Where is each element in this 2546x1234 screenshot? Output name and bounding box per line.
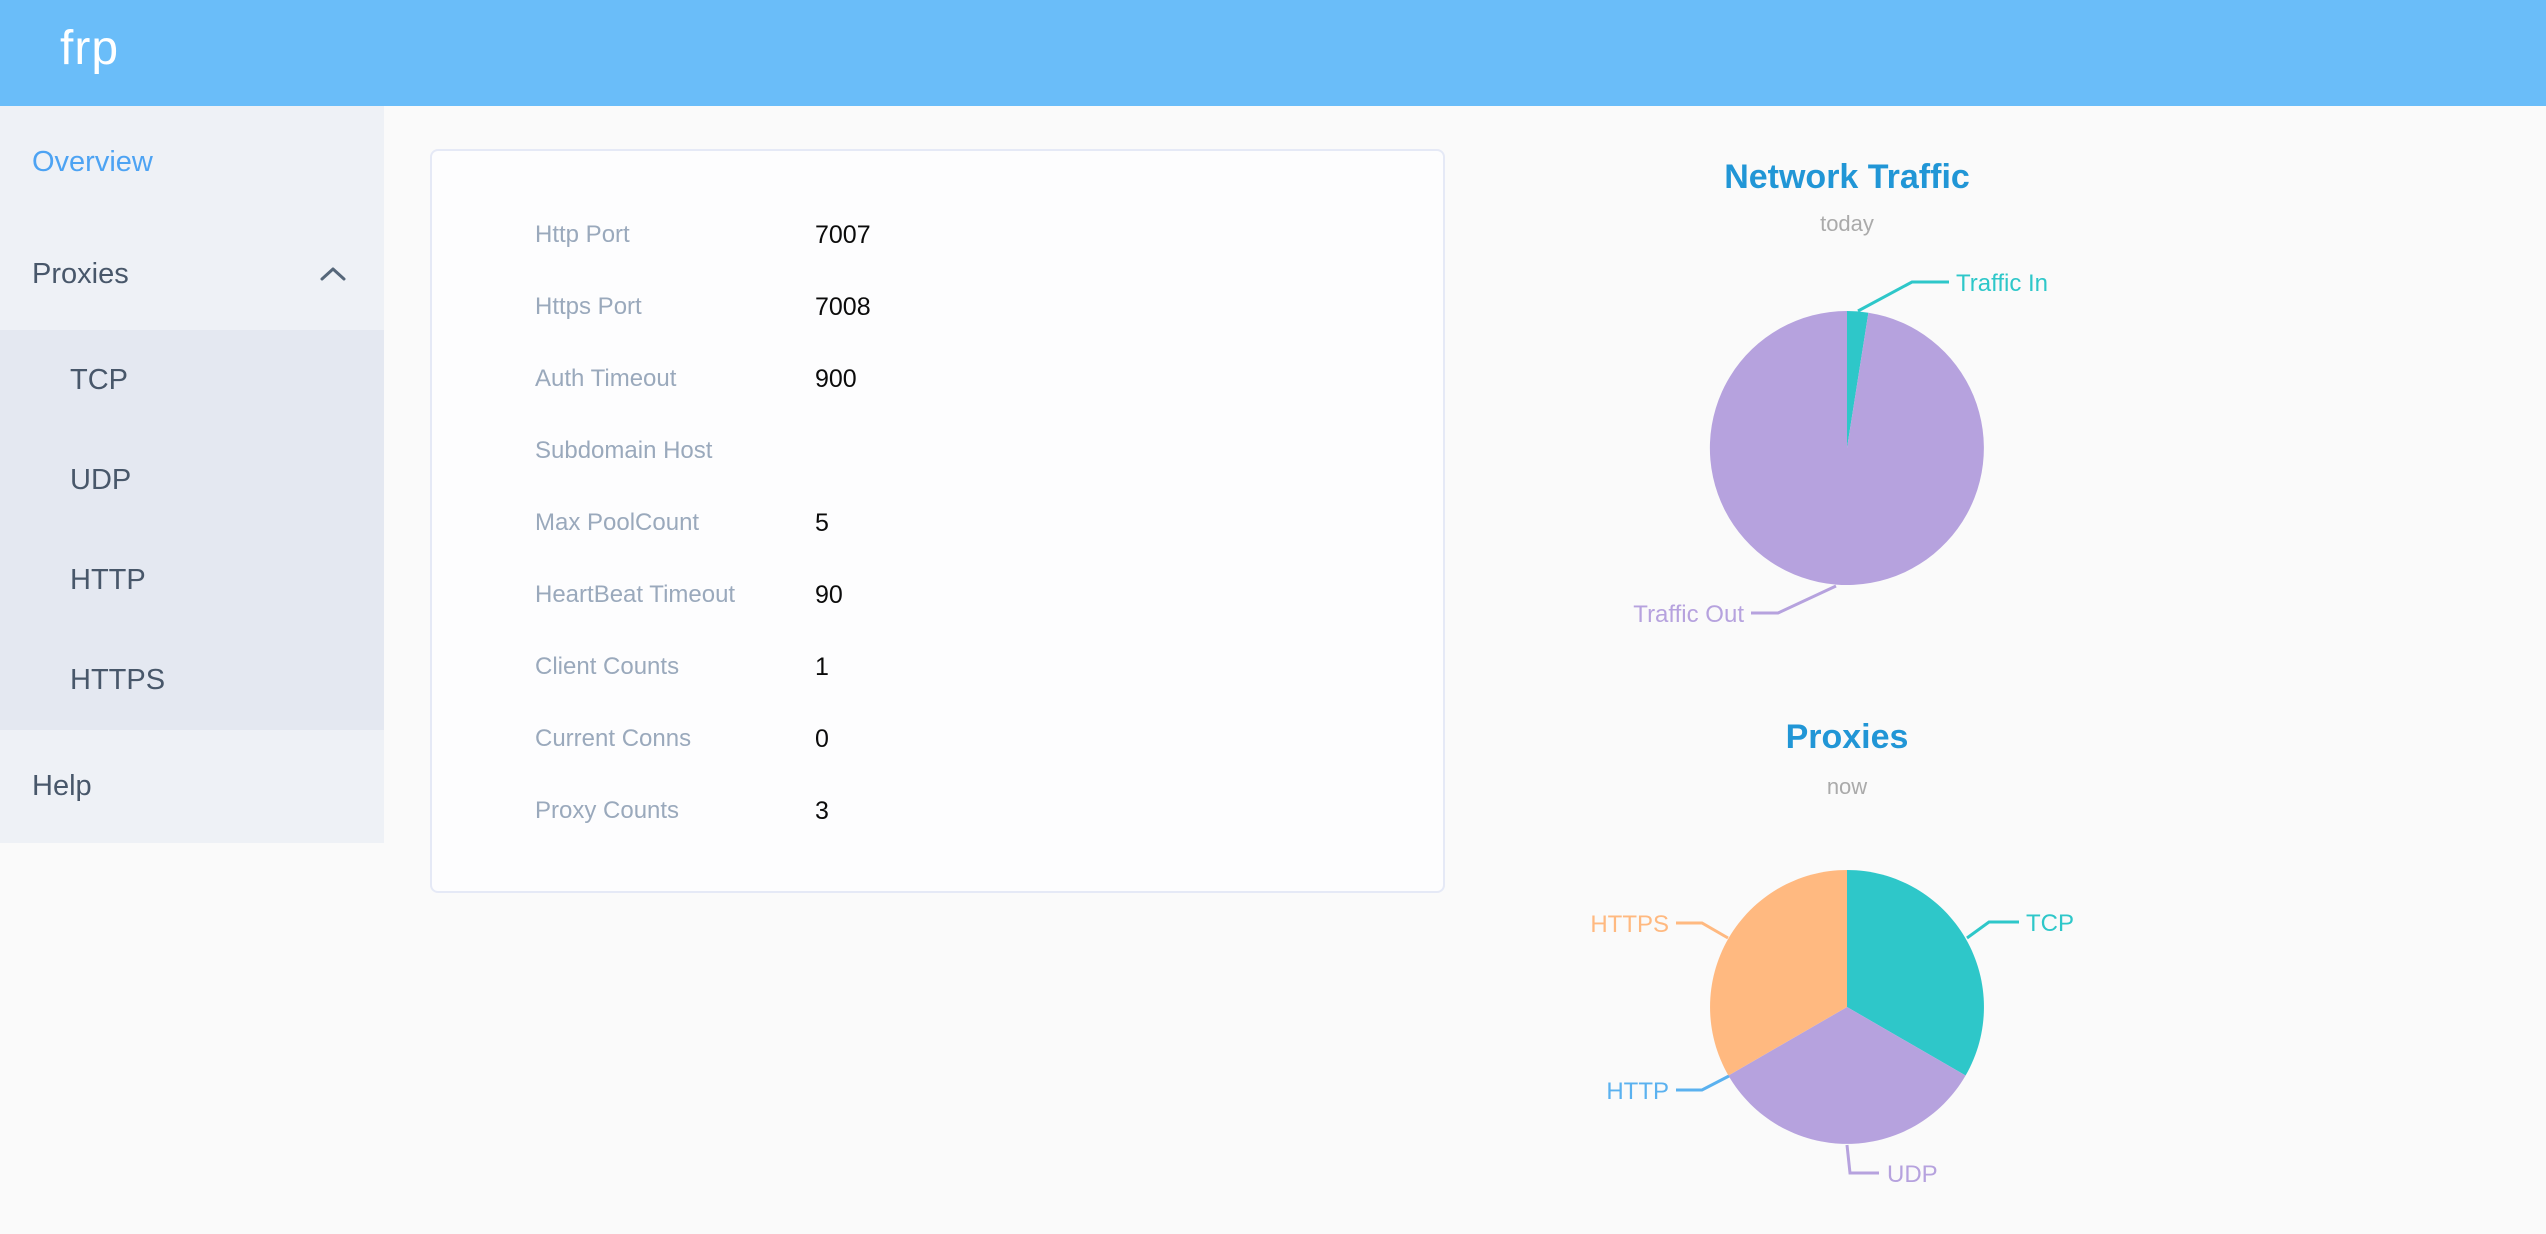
info-label: HeartBeat Timeout xyxy=(535,581,736,608)
info-row-client-counts: Client Counts 1 xyxy=(432,631,1443,703)
pie-label-udp: UDP xyxy=(1887,1161,1938,1188)
sidebar-item-tcp[interactable]: TCP xyxy=(0,330,384,430)
sidebar-item-udp-label: UDP xyxy=(70,463,132,496)
pie-label-https: HTTPS xyxy=(1590,911,1669,938)
pie-label-tcp: TCP xyxy=(2026,910,2074,937)
sidebar-item-overview-label: Overview xyxy=(32,145,153,178)
pie-label-line-https xyxy=(1676,921,1729,940)
info-value: 90 xyxy=(815,580,843,609)
info-label: Subdomain Host xyxy=(535,437,713,464)
pie-label-traffic-out: Traffic Out xyxy=(1633,601,1744,628)
info-value: 1 xyxy=(815,652,829,681)
info-label: Http Port xyxy=(535,221,630,248)
info-value: 5 xyxy=(815,508,829,537)
info-value: 3 xyxy=(815,796,829,825)
pie-label-line-http xyxy=(1676,1074,1730,1092)
sidebar-item-overview[interactable]: Overview xyxy=(0,106,384,218)
proxies-chart-subtitle: now xyxy=(1827,774,1867,799)
pie-label-line-traffic-out xyxy=(1751,584,1837,615)
pie-label-traffic-in: Traffic In xyxy=(1956,270,2048,297)
pie-slice-tcp[interactable] xyxy=(1847,870,1984,1076)
proxies-chart-title: Proxies xyxy=(1786,718,1909,756)
info-row-proxy-counts: Proxy Counts 3 xyxy=(432,775,1443,847)
proxies-chart: Proxies now TCP UDP HTTP HTTPS xyxy=(1590,718,2074,1188)
sidebar-item-https-label: HTTPS xyxy=(70,663,166,696)
proxies-submenu: TCP UDP HTTP HTTPS xyxy=(0,330,384,730)
sidebar-item-help[interactable]: Help xyxy=(0,730,384,842)
network-traffic-chart-title: Network Traffic xyxy=(1724,158,1970,196)
info-row-http-port: Http Port 7007 xyxy=(432,199,1443,271)
sidebar-item-http[interactable]: HTTP xyxy=(0,530,384,630)
info-label: Client Counts xyxy=(535,653,680,680)
pie-slice-traffic-out[interactable] xyxy=(1709,310,1984,585)
sidebar-item-http-label: HTTP xyxy=(70,563,146,596)
sidebar-item-tcp-label: TCP xyxy=(70,363,128,396)
info-row-https-port: Https Port 7008 xyxy=(432,271,1443,343)
app-logo: frp xyxy=(60,22,120,75)
sidebar-item-udp[interactable]: UDP xyxy=(0,430,384,530)
info-row-auth-timeout: Auth Timeout 900 xyxy=(432,343,1443,415)
pie-label-http: HTTP xyxy=(1606,1078,1669,1105)
info-label: Proxy Counts xyxy=(535,797,680,824)
sidebar-item-https[interactable]: HTTPS xyxy=(0,630,384,730)
server-info-card: Http Port 7007 Https Port 7008 Auth Time… xyxy=(430,149,1445,893)
info-label: Max PoolCount xyxy=(535,509,700,536)
info-row-max-poolcount: Max PoolCount 5 xyxy=(432,487,1443,559)
sidebar-item-help-label: Help xyxy=(32,769,92,802)
info-row-heartbeat-timeout: HeartBeat Timeout 90 xyxy=(432,559,1443,631)
pie-label-line-tcp xyxy=(1966,920,2019,940)
pie-slice-traffic-in[interactable] xyxy=(1847,311,1869,448)
info-label: Current Conns xyxy=(535,725,692,752)
pie-label-line-traffic-in xyxy=(1857,280,1949,313)
info-value: 900 xyxy=(815,364,857,393)
network-traffic-chart-subtitle: today xyxy=(1820,211,1874,236)
info-value: 7008 xyxy=(815,292,871,321)
sidebar-item-proxies-label: Proxies xyxy=(32,257,129,290)
pie-slice-https[interactable] xyxy=(1710,870,1847,1076)
info-value: 7007 xyxy=(815,220,871,249)
info-value: 0 xyxy=(815,724,829,753)
info-label: Https Port xyxy=(535,293,642,320)
info-label: Auth Timeout xyxy=(535,365,677,392)
info-row-current-conns: Current Conns 0 xyxy=(432,703,1443,775)
pie-label-line-udp xyxy=(1845,1144,1879,1175)
header-bar: frp xyxy=(0,0,2546,106)
sidebar-item-proxies[interactable]: Proxies xyxy=(0,218,384,330)
network-traffic-chart: Network Traffic today Traffic In Traffic … xyxy=(1633,158,2048,628)
chevron-up-icon xyxy=(320,267,346,281)
info-row-subdomain-host: Subdomain Host xyxy=(432,415,1443,487)
pie-slice-udp[interactable] xyxy=(1728,1007,1966,1144)
sidebar: Overview Proxies TCP UDP HTTP HTTPS Help xyxy=(0,106,384,843)
